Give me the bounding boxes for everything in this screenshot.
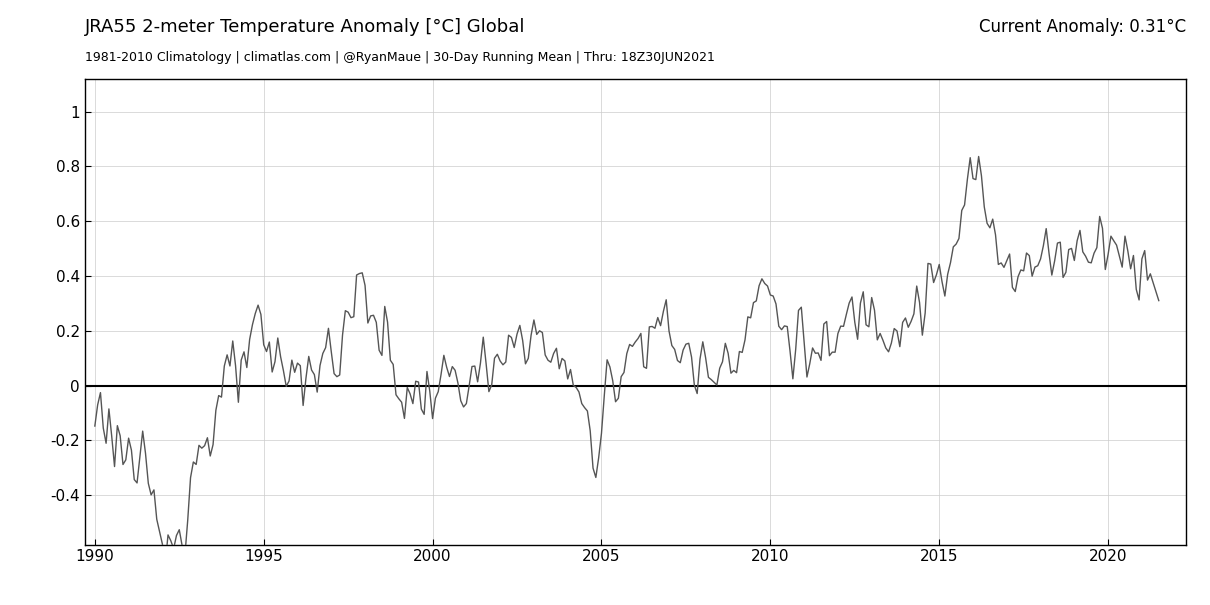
Text: Current Anomaly: 0.31°C: Current Anomaly: 0.31°C <box>979 18 1186 36</box>
Text: 1981-2010 Climatology | climatlas.com | @RyanMaue | 30-Day Running Mean | Thru: : 1981-2010 Climatology | climatlas.com | … <box>85 51 715 64</box>
Text: JRA55 2-meter Temperature Anomaly [°C] Global: JRA55 2-meter Temperature Anomaly [°C] G… <box>85 18 525 36</box>
